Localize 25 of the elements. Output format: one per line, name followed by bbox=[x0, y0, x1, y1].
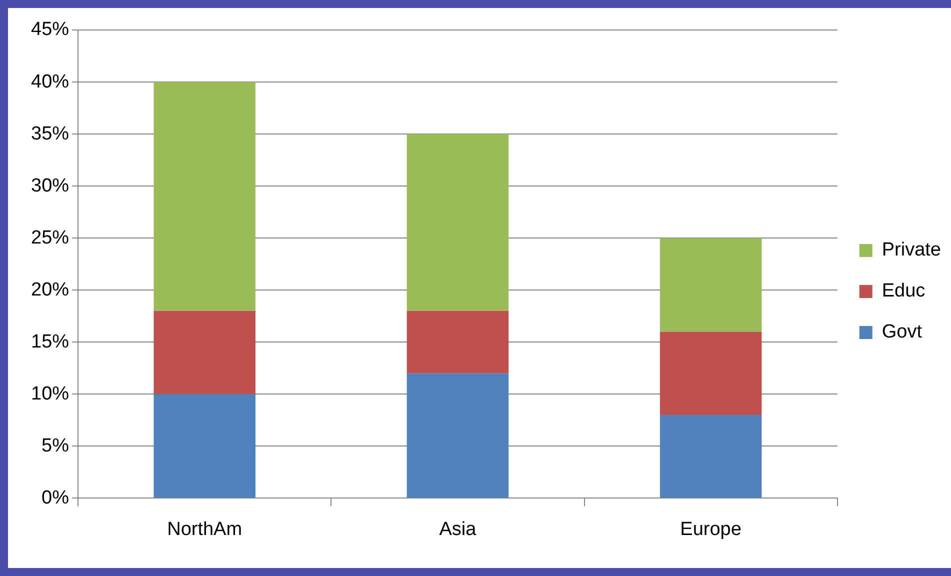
bar bbox=[660, 332, 762, 415]
y-tick-label: 15% bbox=[30, 331, 70, 352]
legend-label: Govt bbox=[882, 322, 923, 343]
x-tick-label: Europe bbox=[680, 518, 742, 540]
bar bbox=[660, 238, 762, 332]
bar bbox=[406, 310, 509, 374]
x-tick-label: NorthAm bbox=[167, 518, 242, 540]
y-tick-label: 0% bbox=[42, 487, 70, 508]
y-tick-label: 10% bbox=[30, 383, 70, 404]
y-tick-label: 25% bbox=[30, 227, 70, 248]
x-tick-label: Asia bbox=[439, 518, 477, 540]
bar bbox=[154, 394, 256, 498]
bar bbox=[154, 310, 256, 394]
y-tick-label: 20% bbox=[30, 279, 70, 300]
bar bbox=[660, 414, 762, 498]
legend-label: Educ bbox=[882, 280, 926, 302]
bar bbox=[406, 373, 509, 498]
bar bbox=[406, 134, 509, 311]
y-tick-label: 5% bbox=[42, 435, 70, 456]
y-tick-label: 35% bbox=[30, 123, 70, 144]
y-tick-label: 45% bbox=[30, 19, 70, 40]
bar bbox=[154, 82, 256, 311]
legend-label: Private bbox=[882, 240, 942, 261]
y-tick-label: 40% bbox=[30, 71, 70, 92]
y-tick-label: 30% bbox=[30, 175, 70, 196]
